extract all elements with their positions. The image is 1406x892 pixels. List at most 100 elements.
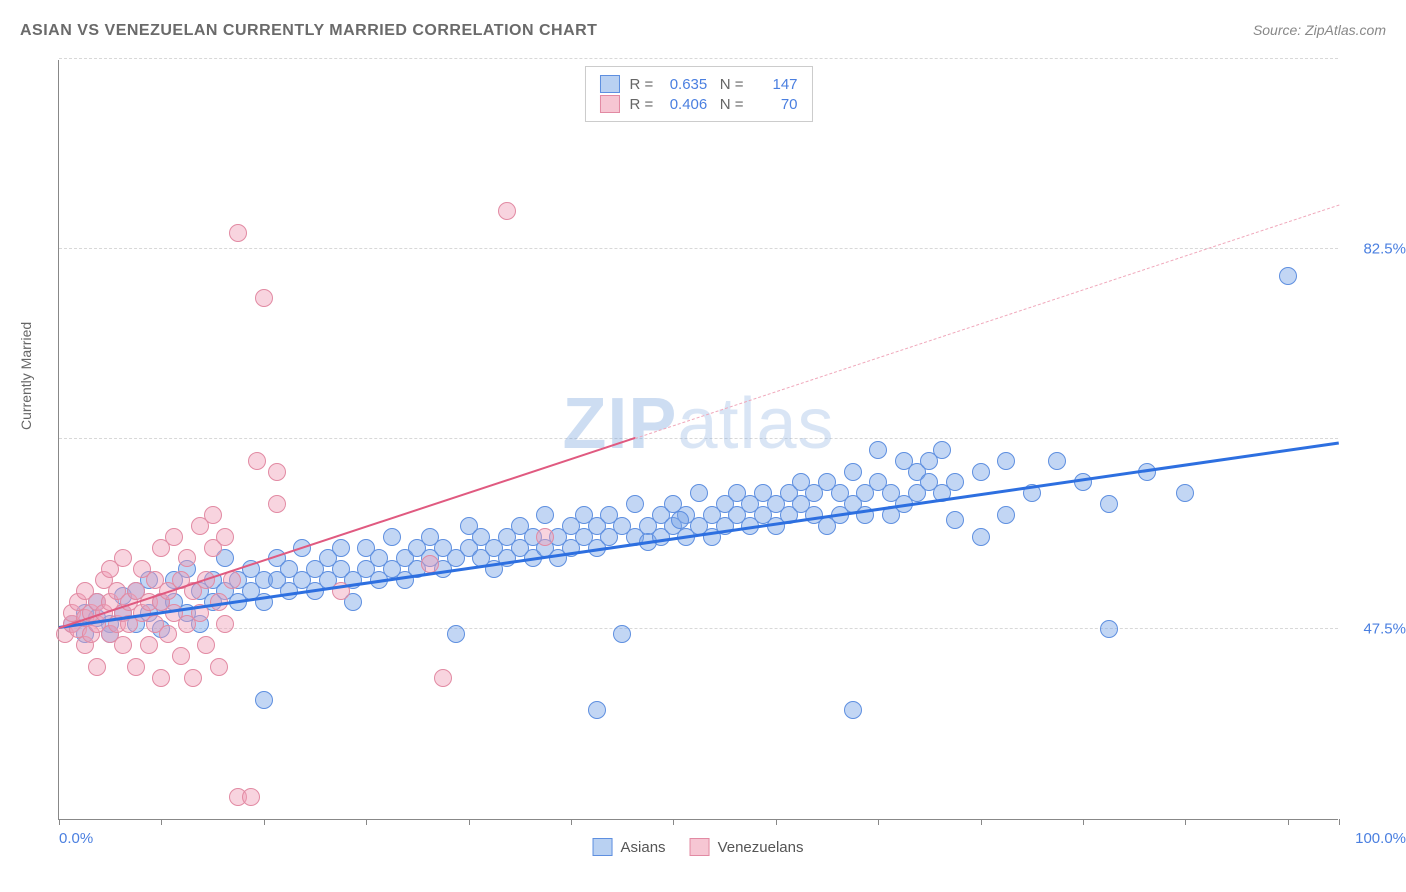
gridline [59, 248, 1338, 249]
x-tick [571, 819, 572, 825]
data-point [357, 539, 375, 557]
data-point [383, 528, 401, 546]
data-point [767, 495, 785, 513]
watermark: ZIPatlas [562, 383, 834, 465]
data-point [920, 452, 938, 470]
data-point [677, 506, 695, 524]
data-point [108, 582, 126, 600]
data-point [152, 620, 170, 638]
data-point [818, 473, 836, 491]
legend-row: R =0.406 N =70 [599, 95, 797, 113]
data-point [447, 549, 465, 567]
data-point [140, 571, 158, 589]
data-point [383, 560, 401, 578]
data-point [664, 517, 682, 535]
data-point [882, 484, 900, 502]
data-point [88, 593, 106, 611]
data-point [370, 549, 388, 567]
data-point [946, 473, 964, 491]
data-point [268, 571, 286, 589]
data-point [229, 571, 247, 589]
data-point [869, 473, 887, 491]
gridline [59, 438, 1338, 439]
data-point [216, 582, 234, 600]
data-point [268, 495, 286, 513]
x-tick [878, 819, 879, 825]
data-point [63, 604, 81, 622]
legend-item: Asians [593, 838, 666, 856]
data-point [741, 495, 759, 513]
data-point [293, 571, 311, 589]
data-point [664, 495, 682, 513]
data-point [421, 555, 439, 573]
data-point [1100, 620, 1118, 638]
data-point [600, 506, 618, 524]
data-point [69, 593, 87, 611]
data-point [127, 582, 145, 600]
x-tick [673, 819, 674, 825]
data-point [997, 506, 1015, 524]
data-point [818, 517, 836, 535]
data-point [408, 539, 426, 557]
data-point [639, 517, 657, 535]
data-point [178, 549, 196, 567]
legend-label: Venezuelans [718, 839, 804, 856]
data-point [152, 669, 170, 687]
data-point [536, 528, 554, 546]
gridline [59, 58, 1338, 59]
x-tick [981, 819, 982, 825]
legend-swatch [690, 838, 710, 856]
data-point [920, 473, 938, 491]
legend-swatch [599, 95, 619, 113]
data-point [805, 506, 823, 524]
data-point [780, 484, 798, 502]
data-point [549, 528, 567, 546]
data-point [280, 560, 298, 578]
scatter-plot: ZIPatlas R =0.635 N =147R =0.406 N =70 4… [58, 60, 1338, 820]
data-point [191, 517, 209, 535]
source-label: Source: ZipAtlas.com [1253, 22, 1386, 38]
data-point [856, 484, 874, 502]
data-point [652, 506, 670, 524]
data-point [690, 484, 708, 502]
data-point [184, 669, 202, 687]
data-point [434, 539, 452, 557]
data-point [703, 506, 721, 524]
data-point [908, 484, 926, 502]
data-point [1048, 452, 1066, 470]
data-point [460, 517, 478, 535]
data-point [421, 549, 439, 567]
x-tick [776, 819, 777, 825]
data-point [396, 549, 414, 567]
legend-swatch [599, 75, 619, 93]
data-point [933, 441, 951, 459]
x-tick [161, 819, 162, 825]
y-axis-label: Currently Married [18, 322, 34, 430]
data-point [332, 560, 350, 578]
gridline [59, 628, 1338, 629]
data-point [972, 528, 990, 546]
data-point [716, 495, 734, 513]
data-point [908, 463, 926, 481]
legend-item: Venezuelans [690, 838, 804, 856]
data-point [754, 506, 772, 524]
chart-area: ZIPatlas R =0.635 N =147R =0.406 N =70 4… [58, 60, 1338, 820]
data-point [146, 615, 164, 633]
y-tick-label: 47.5% [1346, 621, 1406, 638]
data-point [588, 701, 606, 719]
data-point [242, 788, 260, 806]
data-point [172, 647, 190, 665]
x-tick [1288, 819, 1289, 825]
data-point [216, 528, 234, 546]
data-point [95, 571, 113, 589]
data-point [76, 582, 94, 600]
data-point [562, 517, 580, 535]
x-tick [469, 819, 470, 825]
data-point [946, 511, 964, 529]
data-point [613, 517, 631, 535]
data-point [600, 528, 618, 546]
data-point [152, 539, 170, 557]
data-point [178, 615, 196, 633]
data-point [575, 506, 593, 524]
data-point [204, 506, 222, 524]
